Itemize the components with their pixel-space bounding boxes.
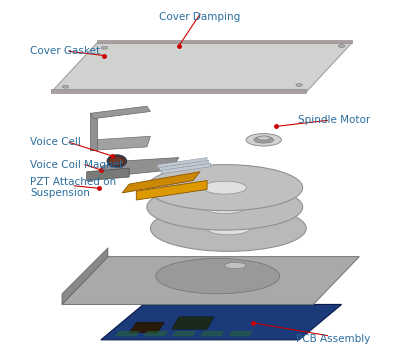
Polygon shape	[200, 331, 225, 336]
Ellipse shape	[109, 156, 125, 166]
Polygon shape	[66, 88, 94, 90]
Polygon shape	[143, 331, 168, 336]
Polygon shape	[161, 163, 211, 174]
Polygon shape	[228, 331, 253, 336]
Text: PCB Assembly: PCB Assembly	[296, 334, 370, 344]
Text: Cover Gasket: Cover Gasket	[30, 46, 100, 56]
Polygon shape	[62, 248, 108, 304]
Ellipse shape	[338, 45, 345, 47]
Ellipse shape	[147, 184, 303, 230]
Polygon shape	[87, 168, 129, 181]
Polygon shape	[122, 172, 200, 193]
Polygon shape	[90, 106, 150, 119]
Polygon shape	[246, 88, 275, 90]
Polygon shape	[90, 136, 150, 150]
Ellipse shape	[203, 201, 246, 213]
Ellipse shape	[147, 165, 303, 211]
Ellipse shape	[206, 222, 250, 235]
Ellipse shape	[246, 133, 282, 146]
Polygon shape	[276, 88, 305, 90]
Ellipse shape	[254, 137, 274, 143]
Text: PZT Attached on
Suspension: PZT Attached on Suspension	[30, 177, 116, 199]
Ellipse shape	[62, 85, 69, 88]
Text: Cover Damping: Cover Damping	[159, 12, 241, 22]
Polygon shape	[97, 40, 352, 43]
Polygon shape	[115, 331, 140, 336]
Polygon shape	[126, 88, 155, 90]
Polygon shape	[172, 317, 214, 329]
Ellipse shape	[225, 262, 246, 269]
Polygon shape	[216, 88, 245, 90]
Polygon shape	[101, 158, 179, 177]
Ellipse shape	[156, 258, 280, 294]
Polygon shape	[172, 331, 196, 336]
Polygon shape	[159, 160, 209, 171]
Polygon shape	[51, 89, 306, 93]
Polygon shape	[51, 42, 352, 92]
Text: Voice Cell: Voice Cell	[30, 137, 81, 147]
Text: Spindle Motor: Spindle Motor	[298, 115, 370, 125]
Polygon shape	[156, 88, 185, 90]
Polygon shape	[186, 88, 215, 90]
Ellipse shape	[203, 181, 246, 194]
Polygon shape	[101, 304, 342, 340]
Polygon shape	[62, 257, 359, 304]
Ellipse shape	[107, 155, 126, 167]
Polygon shape	[96, 88, 124, 90]
Ellipse shape	[257, 136, 270, 140]
Polygon shape	[136, 181, 207, 200]
Text: Voice Coil Magnet: Voice Coil Magnet	[30, 160, 123, 170]
Ellipse shape	[101, 46, 108, 49]
Polygon shape	[158, 158, 207, 168]
Ellipse shape	[150, 205, 306, 251]
Ellipse shape	[296, 84, 302, 86]
Polygon shape	[90, 113, 97, 150]
Polygon shape	[129, 322, 165, 333]
